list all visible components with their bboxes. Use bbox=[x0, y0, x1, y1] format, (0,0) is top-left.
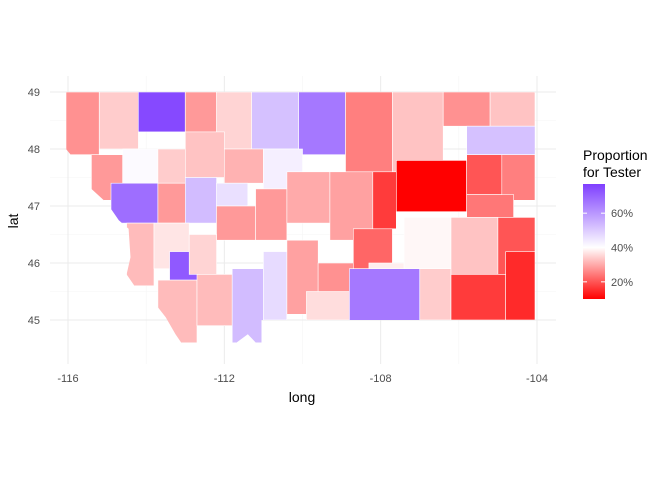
county-n-8 bbox=[345, 92, 393, 173]
county-c-22 bbox=[216, 182, 249, 207]
county-nw-2 bbox=[99, 92, 139, 150]
county-c-23 bbox=[216, 205, 256, 241]
county-c-16 bbox=[185, 131, 225, 178]
county-s-39 bbox=[263, 251, 288, 321]
legend: Proportion for Tester 20% 40% 60% bbox=[583, 147, 648, 299]
y-tick-label: 49 bbox=[28, 87, 40, 99]
county-ne-10 bbox=[442, 92, 491, 127]
county-s-38 bbox=[231, 268, 264, 344]
legend-label: 40% bbox=[611, 243, 633, 255]
y-tick-label: 48 bbox=[28, 144, 40, 156]
county-ne-12 bbox=[466, 125, 535, 155]
county-n-9 bbox=[392, 92, 444, 173]
county-sw-35 bbox=[188, 234, 217, 275]
x-axis-ticks: -116 -112 -108 -104 bbox=[57, 373, 548, 385]
county-w-19 bbox=[110, 182, 159, 224]
y-tick-label: 47 bbox=[28, 201, 40, 213]
county-ne-11 bbox=[489, 92, 535, 127]
county-e-31 bbox=[466, 194, 514, 218]
county-c-27 bbox=[372, 171, 397, 230]
county-s-44 bbox=[306, 291, 350, 321]
county-se-46 bbox=[403, 217, 452, 269]
county-sw-37 bbox=[196, 274, 233, 326]
county-c-21 bbox=[185, 177, 217, 224]
county-se-48 bbox=[450, 217, 499, 275]
y-axis-ticks: 45 46 47 48 49 bbox=[28, 87, 40, 327]
x-tick-label: -108 bbox=[370, 373, 392, 385]
county-nw-3 bbox=[138, 92, 186, 133]
legend-colorbar bbox=[583, 184, 605, 299]
x-tick-label: -116 bbox=[57, 373, 78, 385]
county-e-28 bbox=[395, 160, 467, 212]
county-w-15 bbox=[157, 148, 186, 184]
county-s-45 bbox=[349, 268, 420, 324]
x-tick-label: -112 bbox=[214, 373, 235, 385]
legend-ticks: 20% 40% 60% bbox=[583, 208, 633, 289]
county-se-50 bbox=[450, 274, 507, 321]
county-c-25 bbox=[286, 171, 331, 224]
x-axis-title: long bbox=[289, 389, 315, 405]
y-axis-title: lat bbox=[5, 214, 21, 229]
county-c-17 bbox=[224, 148, 264, 184]
county-s-42 bbox=[352, 228, 393, 270]
county-nw-6 bbox=[251, 92, 299, 150]
county-w-14 bbox=[122, 148, 159, 184]
legend-label: 20% bbox=[611, 277, 633, 289]
y-tick-label: 46 bbox=[28, 258, 40, 270]
x-tick-label: -104 bbox=[526, 373, 548, 385]
county-se-47 bbox=[419, 268, 452, 321]
legend-title-line-1: Proportion bbox=[583, 147, 648, 163]
legend-label: 60% bbox=[611, 208, 633, 220]
county-n-7 bbox=[298, 92, 346, 156]
county-e-30 bbox=[501, 154, 535, 201]
county-c-24 bbox=[255, 188, 288, 241]
y-tick-label: 45 bbox=[28, 315, 40, 327]
county-se-51 bbox=[505, 251, 535, 321]
county-e-29 bbox=[466, 154, 503, 195]
county-sw-32 bbox=[126, 222, 155, 287]
legend-title-line-2: for Tester bbox=[583, 164, 641, 180]
county-map bbox=[66, 92, 535, 344]
county-sw-36 bbox=[157, 279, 198, 344]
county-w-20 bbox=[157, 182, 186, 224]
county-nw-1 bbox=[66, 92, 100, 156]
